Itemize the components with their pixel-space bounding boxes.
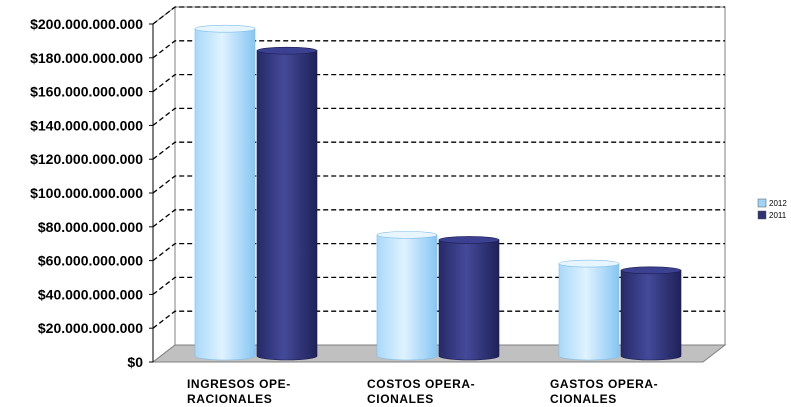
bar-2012-0 (194, 24, 256, 361)
gridline (152, 73, 725, 93)
x-category-label: CIONALES (550, 392, 617, 406)
gridline (152, 175, 725, 194)
x-category-label: COSTOS OPERA- (367, 377, 475, 391)
legend-label-2012: 2012 (769, 199, 787, 208)
legend-swatch-2011 (757, 210, 767, 220)
gridline (152, 107, 725, 126)
x-category-label: CIONALES (367, 392, 434, 406)
y-tick-label: $20.000.000.000 (38, 320, 143, 336)
x-category-label: RACIONALES (187, 392, 272, 406)
bars (194, 24, 682, 361)
gridline (152, 242, 725, 262)
bar-2012-2 (558, 259, 620, 361)
gridline (152, 310, 725, 329)
side-wall (152, 5, 176, 364)
gridline (152, 276, 725, 295)
x-category-label: GASTOS OPERA- (550, 377, 658, 391)
legend-label-2011: 2011 (769, 211, 787, 220)
bar-2012-1 (376, 231, 438, 361)
bar-2011-1 (438, 236, 500, 361)
y-tick-label: $160.000.000.000 (30, 84, 143, 100)
y-tick-label: $60.000.000.000 (38, 253, 143, 269)
bar-2011-2 (620, 266, 682, 361)
y-tick-label: $140.000.000.000 (30, 117, 143, 133)
y-tick-label: $80.000.000.000 (38, 219, 143, 235)
legend-swatch-2012 (757, 198, 767, 208)
gridline (152, 209, 725, 228)
bar-2011-0 (256, 46, 318, 361)
y-tick-label: $40.000.000.000 (38, 286, 143, 302)
y-axis: $0 $20.000.000.000 $40.000.000.000 $60.000.… (30, 16, 154, 370)
gridline (152, 141, 725, 160)
legend: 2012 2011 (757, 198, 787, 220)
gridline (152, 40, 725, 59)
y-tick-label: $180.000.000.000 (30, 50, 143, 66)
gridline (152, 6, 725, 25)
y-tick-label: $200.000.000.000 (30, 16, 143, 32)
y-tick-label: $100.000.000.000 (30, 185, 143, 201)
y-tick-label: $0 (127, 354, 143, 370)
y-tick-label: $120.000.000.000 (30, 151, 143, 167)
x-category-label: INGRESOS OPE- (187, 377, 291, 391)
